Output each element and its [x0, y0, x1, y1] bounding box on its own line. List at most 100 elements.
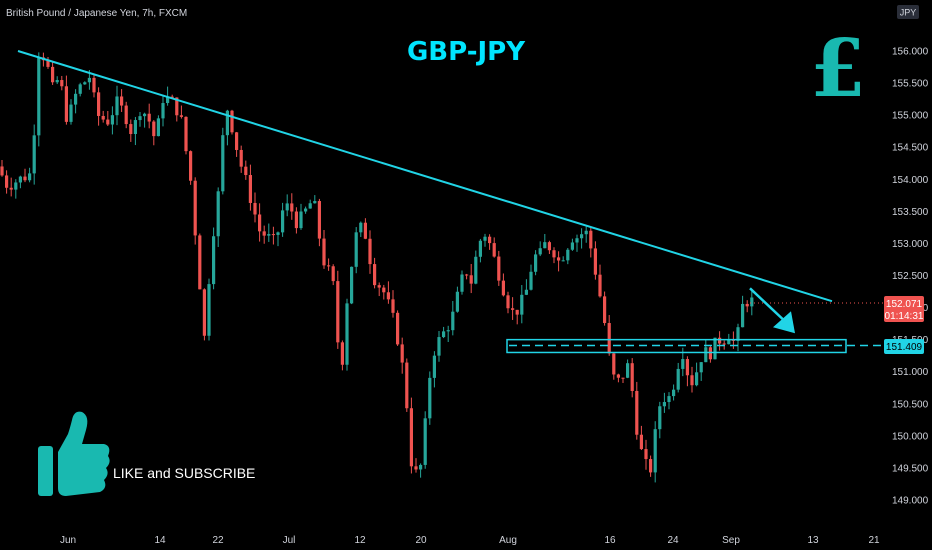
- candle-body: [377, 285, 381, 288]
- candle-body: [497, 256, 501, 281]
- y-tick-label: 150.500: [892, 399, 929, 410]
- candle-body: [18, 176, 22, 183]
- x-tick-label: Jun: [60, 535, 76, 546]
- y-tick-label: 156.000: [892, 47, 929, 58]
- candle-body: [308, 203, 312, 209]
- x-tick-label: 12: [354, 535, 366, 546]
- candle-body: [350, 266, 354, 304]
- candle-body: [607, 323, 611, 354]
- candle-body: [64, 86, 68, 122]
- candle-body: [538, 248, 542, 255]
- candle-body: [212, 236, 216, 285]
- candle-body: [207, 284, 211, 336]
- candle-body: [460, 274, 464, 292]
- candle-body: [704, 347, 708, 363]
- forecast-arrow-head: [773, 311, 795, 334]
- candle-body: [147, 113, 151, 122]
- candle-body: [580, 234, 584, 239]
- candle-body: [69, 104, 73, 122]
- candle-body: [285, 203, 289, 211]
- candle-body: [409, 408, 413, 467]
- candle-body: [722, 343, 726, 345]
- descending-trendline[interactable]: [17, 50, 833, 303]
- candle-body: [331, 266, 335, 282]
- candle-body: [156, 118, 160, 137]
- candle-body: [262, 231, 266, 236]
- candle-body: [152, 121, 156, 137]
- candle-body: [221, 135, 225, 192]
- candle-body: [225, 110, 229, 136]
- candle-body: [566, 249, 570, 261]
- candle-body: [382, 287, 386, 293]
- candle-body: [630, 363, 634, 392]
- candle-body: [584, 230, 588, 235]
- candle-body: [524, 289, 528, 295]
- candle-body: [92, 77, 96, 93]
- x-tick-label: 14: [154, 535, 166, 546]
- candle-body: [695, 372, 699, 386]
- promo-text[interactable]: LIKE and SUBSCRIBE: [113, 465, 255, 481]
- candle-body: [23, 176, 27, 181]
- candle-body: [469, 275, 473, 284]
- candle-body: [437, 337, 441, 356]
- y-tick-label: 150.000: [892, 431, 929, 442]
- candle-body: [363, 222, 367, 239]
- x-tick-label: Jul: [283, 535, 296, 546]
- candle-body: [612, 353, 616, 375]
- candle-body: [455, 291, 459, 312]
- candle-body: [506, 295, 510, 309]
- candle-body: [690, 375, 694, 386]
- candle-body: [106, 119, 110, 125]
- candle-body: [718, 337, 722, 344]
- candle-body: [281, 210, 285, 233]
- support-price-value: 151.409: [886, 342, 923, 353]
- y-tick-label: 154.500: [892, 143, 929, 154]
- candle-body: [561, 260, 565, 262]
- candle-body: [373, 264, 377, 286]
- x-tick-label: 16: [604, 535, 616, 546]
- candle-body: [644, 449, 648, 460]
- candle-body: [354, 232, 358, 267]
- candle-body: [557, 257, 561, 261]
- y-tick-label: 155.000: [892, 111, 929, 122]
- x-tick-label: 24: [667, 535, 679, 546]
- candle-body: [552, 250, 556, 258]
- candle-body: [368, 238, 372, 265]
- support-zone[interactable]: [506, 338, 847, 354]
- candle-body: [170, 96, 174, 98]
- candle-body: [216, 191, 220, 237]
- candle-body: [271, 234, 275, 236]
- candle-body: [55, 80, 59, 83]
- y-tick-label: 149.500: [892, 463, 929, 474]
- candle-body: [322, 238, 326, 266]
- candle-body: [294, 211, 298, 229]
- candle-body: [529, 271, 533, 290]
- candle-body: [129, 124, 133, 135]
- candle-body: [515, 309, 519, 315]
- candle-body: [202, 289, 206, 336]
- candle-body: [276, 232, 280, 235]
- candle-body: [189, 151, 193, 181]
- candle-body: [405, 362, 409, 409]
- candle-body: [143, 113, 147, 117]
- y-tick-label: 152.500: [892, 271, 929, 282]
- candle-body: [570, 242, 574, 250]
- candle-body: [110, 115, 114, 125]
- candle-body: [626, 363, 630, 378]
- candle-body: [313, 201, 317, 204]
- candle-body: [359, 222, 363, 233]
- candle-body: [676, 368, 680, 390]
- candle-body: [396, 312, 400, 345]
- candle-body: [87, 77, 91, 83]
- candle-body: [175, 97, 179, 116]
- candle-body: [658, 406, 662, 430]
- candle-body: [253, 202, 257, 215]
- candle-body: [520, 294, 524, 315]
- symbol-label[interactable]: British Pound / Japanese Yen, 7h, FXCM: [6, 8, 187, 19]
- candle-body: [649, 459, 653, 473]
- time-axis[interactable]: Jun 14 22 Jul 12 20 Aug 16 24 Sep 13 21: [60, 535, 880, 546]
- thumbs-up-icon[interactable]: [38, 411, 110, 496]
- price-axis[interactable]: 156.000 155.500 155.000 154.500 154.000 153.5…: [892, 47, 929, 507]
- candle-body: [501, 280, 505, 296]
